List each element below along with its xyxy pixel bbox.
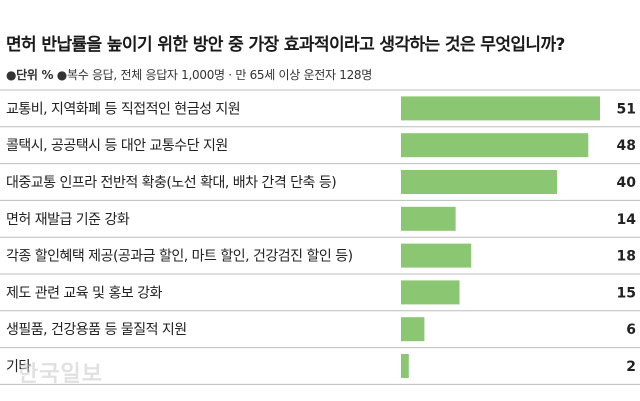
category-label: 대중교통 인프라 전반적 확충(노선 확대, 배차 간격 단축 등) [6, 175, 336, 191]
bar [401, 280, 460, 305]
unit-label: ●단위 % [6, 68, 54, 82]
category-label: 기타 [6, 359, 31, 375]
category-label: 제도 관련 교육 및 홍보 강화 [6, 285, 163, 301]
value-label: 2 [626, 359, 636, 375]
category-label: 생필품, 건강용품 등 물질적 지원 [6, 322, 187, 338]
watermark-logo: 한국일보 [18, 362, 103, 387]
category-label: 각종 할인혜택 제공(공과금 할인, 마트 할인, 건강검진 할인 등) [6, 249, 353, 265]
bar [401, 206, 456, 231]
value-label: 15 [617, 285, 636, 301]
category-label: 교통비, 지역화폐 등 직접적인 현금성 지원 [6, 101, 240, 117]
bar [401, 354, 409, 378]
chart-meta: ●단위 % ●복수 응답, 전체 응답자 1,000명 · 만 65세 이상 운… [6, 66, 372, 83]
bar [401, 96, 600, 121]
value-label: 48 [617, 138, 636, 154]
chart-title: 면허 반납률을 높이기 위한 방안 중 가장 효과적이라고 생각하는 것은 무엇… [6, 35, 565, 55]
value-label: 14 [617, 212, 637, 228]
value-label: 40 [617, 175, 637, 191]
bar [401, 243, 472, 268]
value-label: 51 [617, 101, 636, 117]
survey-note: ●복수 응답, 전체 응답자 1,000명 · 만 65세 이상 운전자 128… [56, 68, 373, 82]
category-label: 면허 재발급 기준 강화 [6, 212, 130, 228]
bar [401, 317, 425, 342]
value-label: 6 [626, 322, 636, 338]
value-label: 18 [617, 249, 636, 265]
bar [401, 133, 589, 158]
category-label: 콜택시, 공공택시 등 대안 교통수단 지원 [6, 138, 228, 154]
bar [401, 170, 558, 194]
